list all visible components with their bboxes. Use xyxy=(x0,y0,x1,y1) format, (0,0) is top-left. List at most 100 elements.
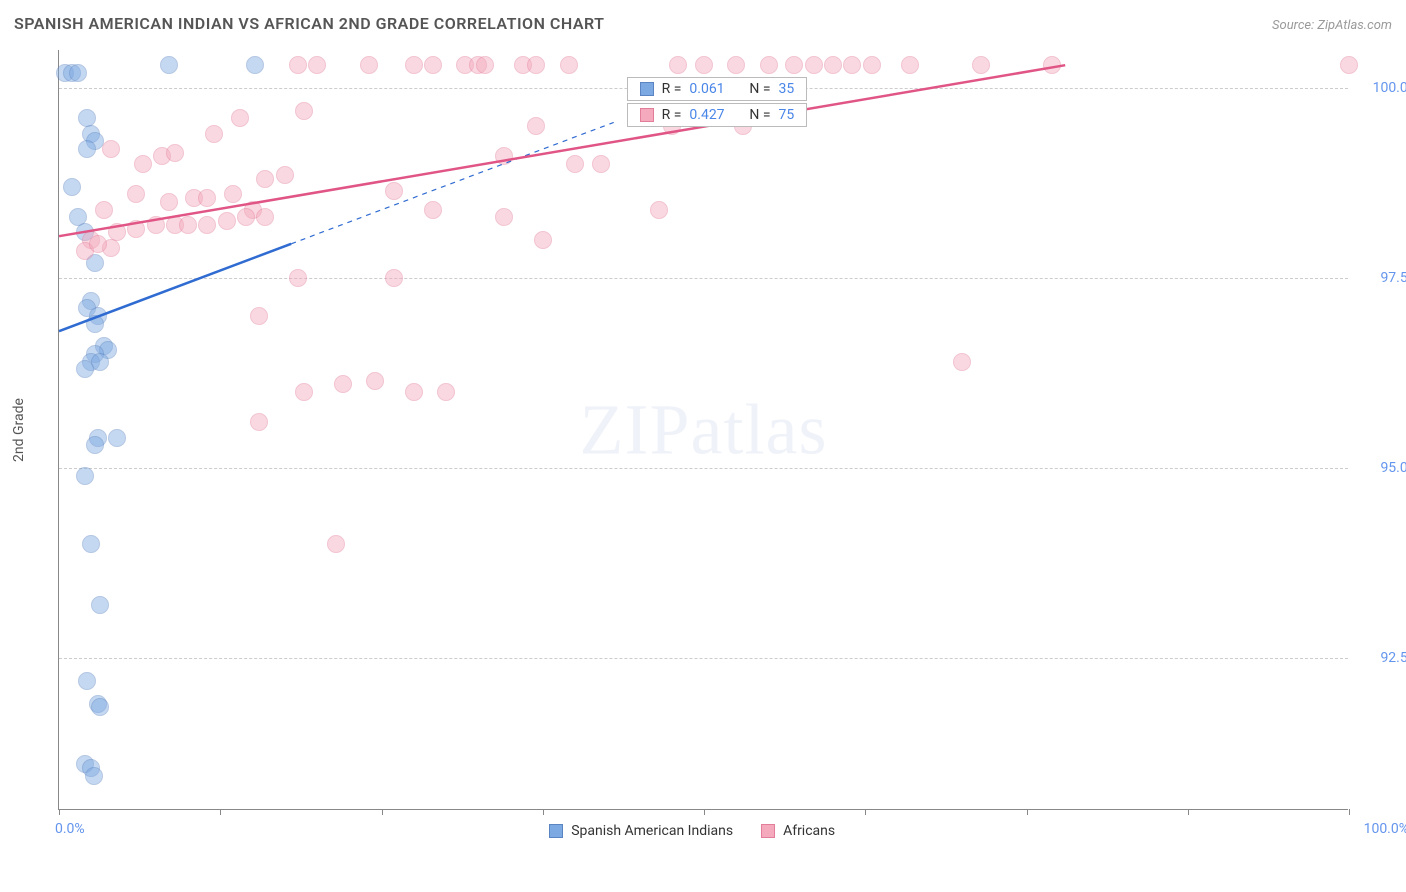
scatter-marker xyxy=(78,140,96,158)
scatter-marker xyxy=(63,178,81,196)
legend-label: Africans xyxy=(783,823,835,839)
scatter-marker xyxy=(901,56,919,74)
scatter-marker xyxy=(76,467,94,485)
scatter-marker xyxy=(218,212,236,230)
r-value: 0.427 xyxy=(689,107,741,123)
scatter-marker xyxy=(69,64,87,82)
gridline xyxy=(59,468,1348,469)
trend-overlay xyxy=(59,50,1349,810)
scatter-marker xyxy=(863,56,881,74)
x-tick xyxy=(1349,809,1350,815)
scatter-marker xyxy=(91,596,109,614)
scatter-marker xyxy=(495,147,513,165)
scatter-marker xyxy=(295,383,313,401)
scatter-marker xyxy=(256,208,274,226)
scatter-marker xyxy=(108,429,126,447)
scatter-marker xyxy=(198,216,216,234)
scatter-marker xyxy=(95,201,113,219)
source-label: Source: ZipAtlas.com xyxy=(1272,18,1392,33)
scatter-marker xyxy=(1043,56,1061,74)
scatter-marker xyxy=(250,307,268,325)
x-tick-label: 100.0% xyxy=(1364,821,1406,837)
scatter-marker xyxy=(405,383,423,401)
x-tick xyxy=(220,809,221,815)
scatter-marker xyxy=(424,56,442,74)
scatter-marker xyxy=(160,56,178,74)
scatter-marker xyxy=(147,216,165,234)
gridline xyxy=(59,88,1348,89)
scatter-marker xyxy=(527,56,545,74)
scatter-marker xyxy=(82,535,100,553)
scatter-marker xyxy=(495,208,513,226)
legend-swatch xyxy=(549,824,563,838)
n-label: N = xyxy=(749,107,770,123)
scatter-marker xyxy=(972,56,990,74)
x-tick-label: 0.0% xyxy=(55,821,85,837)
scatter-marker xyxy=(289,56,307,74)
gridline xyxy=(59,278,1348,279)
scatter-marker xyxy=(160,193,178,211)
scatter-marker xyxy=(824,56,842,74)
y-tick-label: 100.0% xyxy=(1354,80,1406,96)
scatter-marker xyxy=(91,353,109,371)
x-tick xyxy=(1188,809,1189,815)
scatter-marker xyxy=(86,436,104,454)
scatter-marker xyxy=(385,182,403,200)
legend-swatch xyxy=(761,824,775,838)
watermark: ZIPatlas xyxy=(580,388,828,471)
scatter-marker xyxy=(437,383,455,401)
scatter-marker xyxy=(127,185,145,203)
scatter-marker xyxy=(476,56,494,74)
scatter-marker xyxy=(366,372,384,390)
scatter-marker xyxy=(695,56,713,74)
legend-stats: R =0.061N =35R =0.427N =75 xyxy=(627,77,808,129)
scatter-marker xyxy=(385,269,403,287)
scatter-marker xyxy=(1340,56,1358,74)
n-value: 75 xyxy=(779,107,795,123)
scatter-marker xyxy=(179,216,197,234)
scatter-marker xyxy=(86,315,104,333)
scatter-marker xyxy=(669,56,687,74)
scatter-marker xyxy=(405,56,423,74)
trend-line xyxy=(59,65,1065,236)
scatter-marker xyxy=(198,189,216,207)
x-tick xyxy=(382,809,383,815)
scatter-marker xyxy=(295,102,313,120)
scatter-marker xyxy=(91,698,109,716)
scatter-marker xyxy=(360,56,378,74)
scatter-marker xyxy=(127,220,145,238)
scatter-marker xyxy=(785,56,803,74)
watermark-zip: ZIP xyxy=(580,389,691,469)
scatter-marker xyxy=(534,231,552,249)
scatter-marker xyxy=(334,375,352,393)
scatter-marker xyxy=(276,166,294,184)
legend-series: Spanish American Indians Africans xyxy=(549,823,835,839)
scatter-marker xyxy=(560,56,578,74)
trend-line-dashed xyxy=(291,122,614,243)
x-tick xyxy=(865,809,866,815)
legend-label: Spanish American Indians xyxy=(571,823,733,839)
plot-area: 2nd Grade ZIPatlas 92.5%95.0%97.5%100.0%… xyxy=(58,50,1348,810)
scatter-marker xyxy=(224,185,242,203)
scatter-marker xyxy=(237,208,255,226)
chart-container: SPANISH AMERICAN INDIAN VS AFRICAN 2ND G… xyxy=(0,0,1406,892)
x-tick xyxy=(1027,809,1028,815)
scatter-marker xyxy=(566,155,584,173)
scatter-marker xyxy=(250,413,268,431)
legend-swatch xyxy=(640,108,654,122)
scatter-marker xyxy=(205,125,223,143)
x-tick xyxy=(704,809,705,815)
legend-stats-row: R =0.427N =75 xyxy=(627,103,808,127)
y-tick-label: 92.5% xyxy=(1354,650,1406,666)
scatter-marker xyxy=(246,56,264,74)
scatter-marker xyxy=(78,672,96,690)
scatter-marker xyxy=(166,144,184,162)
scatter-marker xyxy=(289,269,307,287)
scatter-marker xyxy=(308,56,326,74)
header: SPANISH AMERICAN INDIAN VS AFRICAN 2ND G… xyxy=(14,14,1392,33)
scatter-marker xyxy=(592,155,610,173)
scatter-marker xyxy=(650,201,668,219)
scatter-marker xyxy=(134,155,152,173)
legend-item: Spanish American Indians xyxy=(549,823,733,839)
scatter-marker xyxy=(327,535,345,553)
